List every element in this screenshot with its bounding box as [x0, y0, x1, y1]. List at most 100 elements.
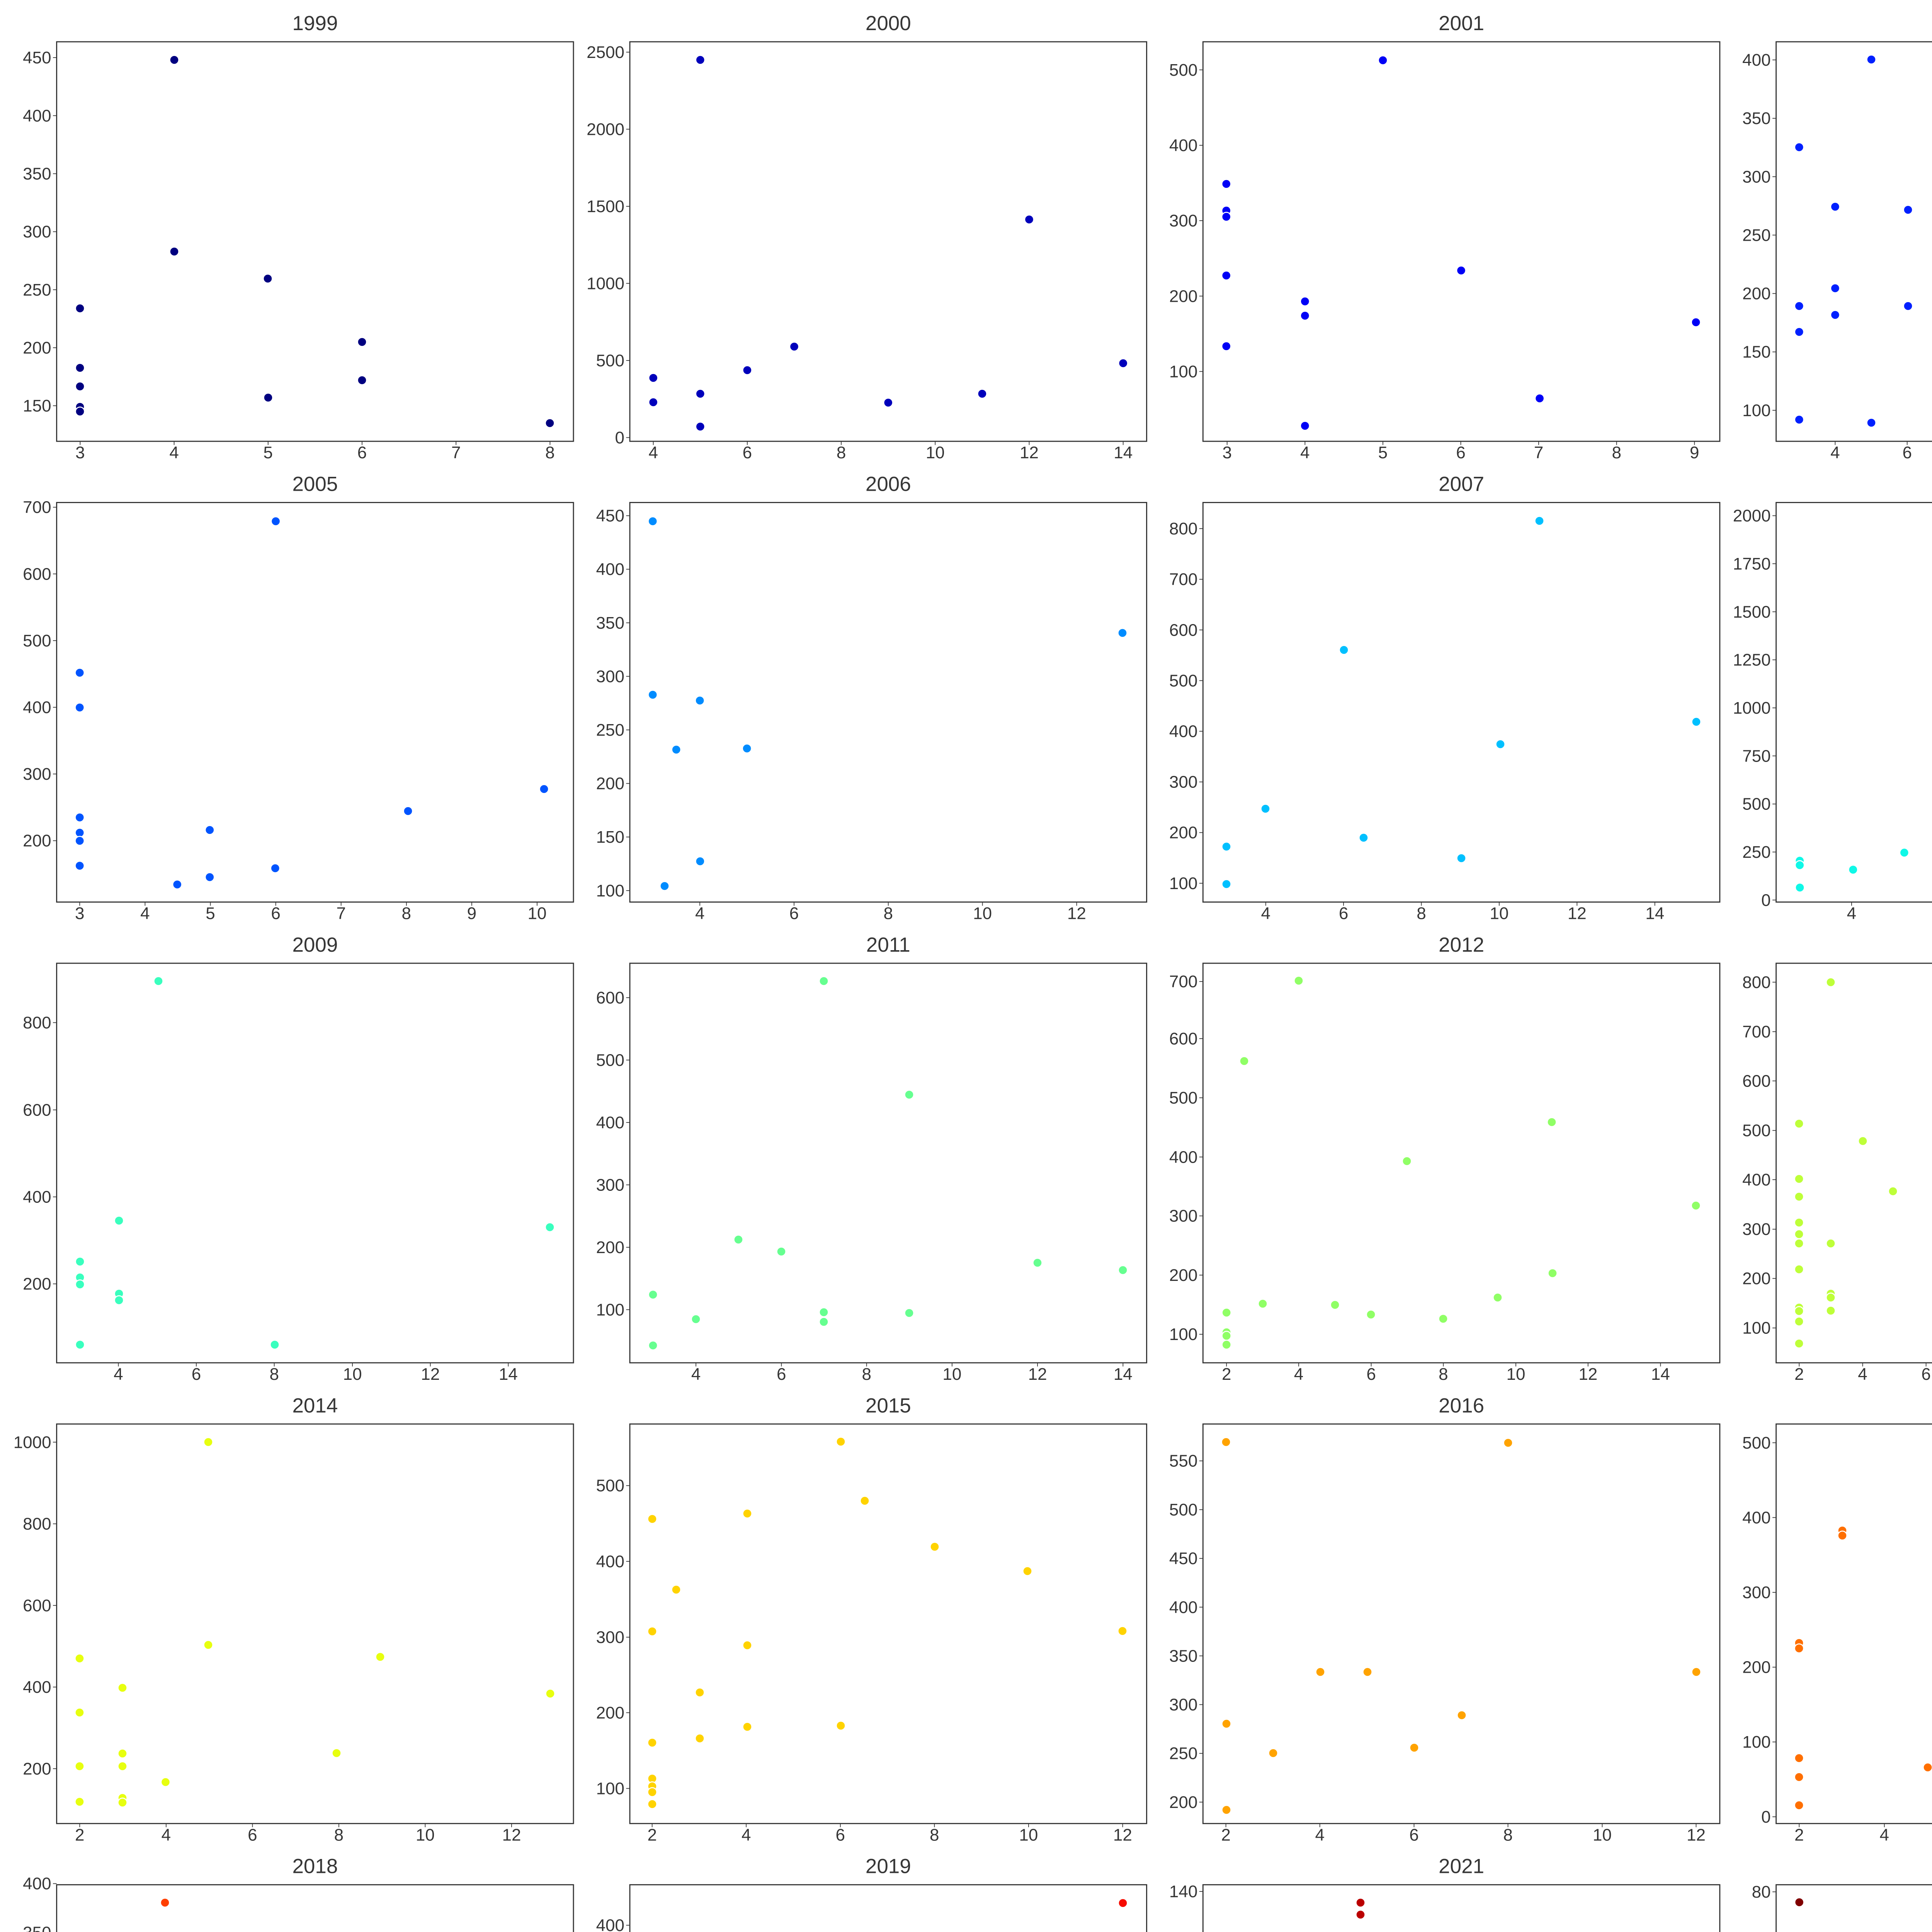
- svg-text:500: 500: [596, 351, 624, 370]
- svg-text:400: 400: [1742, 1508, 1770, 1527]
- svg-text:200: 200: [1742, 1658, 1770, 1677]
- svg-text:6: 6: [271, 904, 280, 923]
- svg-text:8: 8: [1417, 904, 1426, 923]
- svg-text:10: 10: [942, 1365, 961, 1384]
- svg-text:6: 6: [357, 443, 367, 462]
- svg-text:100: 100: [1169, 1325, 1197, 1344]
- svg-text:1500: 1500: [587, 197, 624, 216]
- svg-text:4: 4: [162, 1825, 171, 1844]
- svg-text:2: 2: [1221, 1825, 1230, 1844]
- svg-text:400: 400: [596, 1552, 624, 1571]
- svg-text:500: 500: [1169, 1088, 1197, 1107]
- svg-text:300: 300: [1742, 167, 1770, 186]
- svg-text:200: 200: [596, 1238, 624, 1257]
- svg-text:12: 12: [1067, 904, 1086, 923]
- svg-text:12: 12: [421, 1365, 440, 1384]
- svg-text:800: 800: [23, 1515, 51, 1534]
- svg-text:8: 8: [269, 1365, 279, 1384]
- svg-text:500: 500: [23, 631, 51, 650]
- svg-text:5: 5: [264, 443, 273, 462]
- svg-text:300: 300: [1169, 773, 1197, 792]
- svg-text:8: 8: [837, 443, 846, 462]
- svg-text:8: 8: [930, 1825, 939, 1844]
- svg-text:500: 500: [1742, 1434, 1770, 1452]
- svg-text:6: 6: [248, 1825, 257, 1844]
- svg-text:250: 250: [23, 281, 51, 299]
- svg-text:450: 450: [23, 48, 51, 67]
- svg-text:2001: 2001: [1439, 12, 1484, 35]
- svg-text:3: 3: [1222, 443, 1231, 462]
- svg-text:500: 500: [1742, 1121, 1770, 1140]
- svg-text:2015: 2015: [866, 1394, 911, 1417]
- svg-text:1250: 1250: [1733, 651, 1771, 670]
- svg-text:100: 100: [1169, 874, 1197, 893]
- svg-text:300: 300: [1169, 211, 1197, 230]
- svg-text:4: 4: [1261, 904, 1270, 923]
- svg-text:500: 500: [1169, 1500, 1197, 1519]
- svg-text:700: 700: [23, 498, 51, 517]
- svg-text:4: 4: [1858, 1365, 1867, 1384]
- svg-text:6: 6: [789, 904, 799, 923]
- svg-text:400: 400: [23, 106, 51, 125]
- svg-text:0: 0: [615, 428, 624, 447]
- svg-text:800: 800: [1742, 973, 1770, 992]
- svg-text:100: 100: [1742, 401, 1770, 420]
- svg-text:2: 2: [1222, 1365, 1231, 1384]
- svg-text:4: 4: [1294, 1365, 1303, 1384]
- svg-text:1750: 1750: [1733, 554, 1771, 573]
- svg-text:14: 14: [1114, 1365, 1133, 1384]
- svg-text:350: 350: [1742, 109, 1770, 128]
- svg-text:6: 6: [192, 1365, 201, 1384]
- svg-text:100: 100: [596, 881, 624, 900]
- svg-text:6: 6: [1902, 443, 1912, 462]
- svg-text:4: 4: [1300, 443, 1310, 462]
- svg-text:2000: 2000: [1733, 507, 1771, 526]
- svg-text:4: 4: [140, 904, 150, 923]
- svg-text:2500: 2500: [587, 43, 624, 62]
- svg-text:200: 200: [1169, 823, 1197, 842]
- svg-text:300: 300: [596, 667, 624, 686]
- svg-text:2: 2: [647, 1825, 656, 1844]
- svg-text:400: 400: [596, 560, 624, 579]
- svg-text:200: 200: [1742, 1269, 1770, 1288]
- svg-text:14: 14: [1651, 1365, 1670, 1384]
- svg-text:300: 300: [1169, 1696, 1197, 1714]
- svg-text:350: 350: [596, 614, 624, 633]
- svg-text:750: 750: [1742, 747, 1770, 765]
- svg-text:200: 200: [1169, 1793, 1197, 1812]
- svg-text:12: 12: [1028, 1365, 1047, 1384]
- svg-text:6: 6: [836, 1825, 845, 1844]
- svg-text:80: 80: [1752, 1883, 1771, 1901]
- svg-text:3: 3: [75, 904, 84, 923]
- svg-text:100: 100: [596, 1300, 624, 1319]
- svg-text:6: 6: [1339, 904, 1348, 923]
- svg-text:350: 350: [23, 1923, 51, 1932]
- svg-text:500: 500: [1169, 61, 1197, 80]
- svg-text:10: 10: [1507, 1365, 1526, 1384]
- svg-text:200: 200: [1169, 1266, 1197, 1285]
- svg-text:400: 400: [23, 1678, 51, 1697]
- svg-text:1000: 1000: [14, 1433, 51, 1452]
- svg-text:600: 600: [1742, 1071, 1770, 1090]
- svg-text:4: 4: [742, 1825, 751, 1844]
- svg-text:700: 700: [1169, 972, 1197, 991]
- svg-text:2012: 2012: [1439, 934, 1484, 956]
- svg-text:600: 600: [23, 565, 51, 583]
- svg-text:450: 450: [1169, 1549, 1197, 1568]
- svg-text:200: 200: [596, 1703, 624, 1722]
- svg-text:150: 150: [23, 396, 51, 415]
- svg-text:800: 800: [23, 1014, 51, 1032]
- svg-text:2016: 2016: [1439, 1394, 1484, 1417]
- svg-text:200: 200: [1169, 287, 1197, 306]
- svg-text:7: 7: [451, 443, 461, 462]
- svg-text:300: 300: [23, 765, 51, 784]
- svg-text:8: 8: [1503, 1825, 1512, 1844]
- svg-text:2000: 2000: [866, 12, 911, 35]
- svg-text:100: 100: [1742, 1733, 1770, 1752]
- svg-text:1500: 1500: [1733, 602, 1771, 621]
- svg-text:250: 250: [1742, 843, 1770, 862]
- svg-text:8: 8: [862, 1365, 871, 1384]
- svg-text:200: 200: [596, 774, 624, 793]
- svg-text:250: 250: [1169, 1744, 1197, 1763]
- svg-text:400: 400: [1169, 722, 1197, 741]
